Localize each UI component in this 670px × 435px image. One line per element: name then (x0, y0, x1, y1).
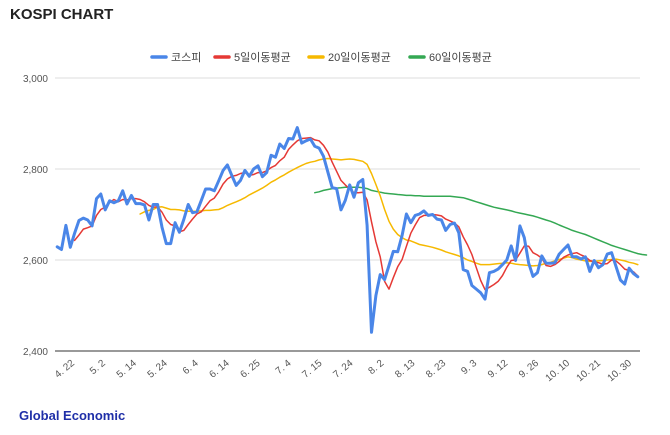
legend-label-ma5: 5일이동평균 (234, 50, 291, 64)
legend-label-ma20: 20일이동평균 (328, 50, 391, 64)
y-tick-label: 2,400 (23, 347, 48, 358)
x-tick-label: 9. 3 (459, 358, 479, 377)
x-tick-label: 7. 24 (331, 358, 355, 381)
series-line-ma60 (314, 186, 648, 256)
y-tick-label: 2,800 (23, 165, 48, 176)
x-tick-label: 10. 21 (575, 358, 604, 385)
x-tick-label: 4. 22 (53, 358, 77, 381)
chart-title: KOSPI CHART (10, 6, 114, 23)
x-tick-label: 8. 23 (424, 358, 448, 381)
y-tick-label: 2,600 (23, 256, 48, 267)
x-tick-label: 9. 26 (517, 358, 541, 381)
x-tick-label: 8. 2 (367, 358, 387, 377)
legend-label-ma60: 60일이동평균 (429, 50, 492, 64)
series-line-kospi (55, 126, 640, 334)
footer-brand: Global Economic (19, 408, 126, 423)
x-tick-label: 6. 25 (238, 358, 262, 381)
x-tick-label: 5. 14 (115, 358, 139, 381)
x-tick-label: 10. 30 (606, 358, 635, 385)
x-tick-label: 5. 24 (146, 358, 170, 381)
x-tick-label: 8. 13 (393, 358, 417, 381)
x-tick-label: 7. 4 (274, 358, 294, 377)
y-tick-label: 3,000 (23, 74, 48, 85)
x-tick-label: 7. 15 (300, 358, 324, 381)
x-tick-label: 6. 4 (181, 358, 201, 377)
x-tick-label: 9. 12 (486, 358, 510, 381)
x-tick-label: 10. 10 (544, 358, 573, 385)
x-tick-label: 5. 2 (88, 358, 108, 377)
x-tick-label: 6. 14 (208, 358, 232, 381)
legend-label-kospi: 코스피 (171, 51, 201, 64)
